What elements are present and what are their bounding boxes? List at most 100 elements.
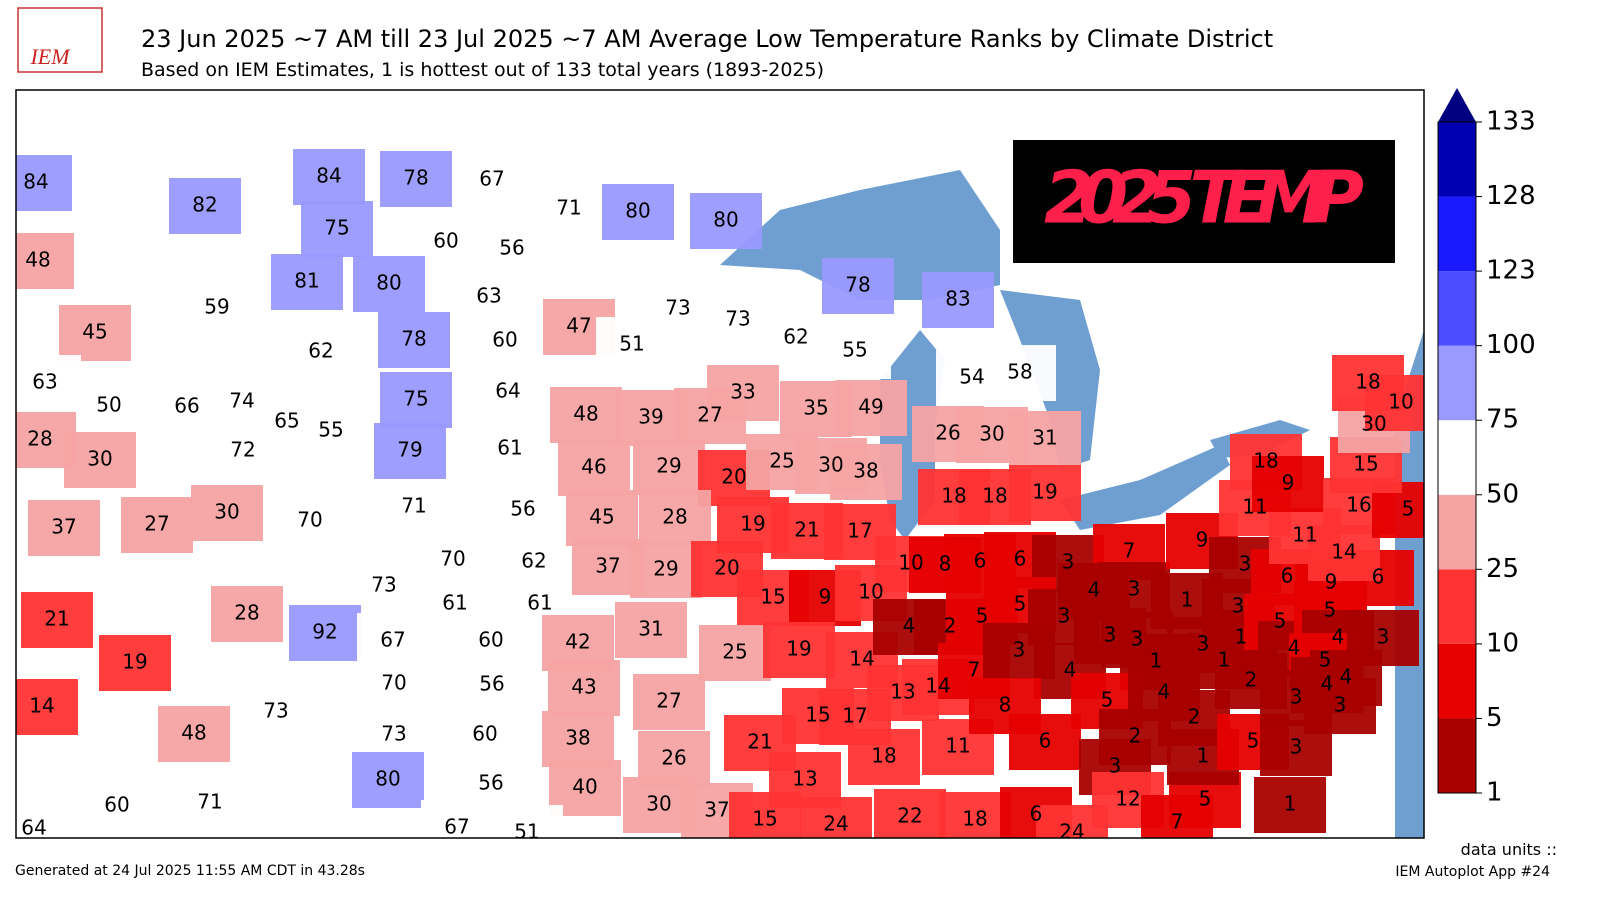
district-rank: 67: [380, 628, 405, 652]
district: [1141, 795, 1213, 838]
district-rank: 78: [845, 273, 870, 297]
district: [550, 387, 622, 443]
district-rank: 19: [1032, 480, 1057, 504]
map-frame: [15, 89, 1425, 839]
district: [819, 323, 891, 379]
district-rank: 15: [760, 585, 785, 609]
district-rank: 18: [1355, 370, 1380, 394]
district: [835, 380, 907, 436]
district-rank: 60: [104, 793, 129, 817]
subtitle: Based on IEM Estimates, 1 is hottest out…: [141, 59, 824, 81]
district-rank: 31: [1032, 426, 1057, 450]
district-rank: 5: [1014, 592, 1027, 616]
district-rank: 71: [197, 790, 222, 814]
district-rank: 19: [740, 512, 765, 536]
district-rank: 7: [1171, 810, 1184, 834]
district-rank: 13: [792, 767, 817, 791]
district-rank: 73: [371, 573, 396, 597]
district-rank: 58: [1007, 360, 1032, 384]
district-rank: 78: [403, 166, 428, 190]
district-rank: 61: [497, 436, 522, 460]
district: [1347, 610, 1419, 666]
district-rank: 84: [23, 170, 48, 194]
district-rank: 3: [1109, 754, 1122, 778]
logo-frame: [17, 7, 103, 73]
district-rank: 78: [401, 327, 426, 351]
district: [293, 149, 365, 205]
district-rank: 17: [847, 519, 872, 543]
district-rank: 18: [982, 484, 1007, 508]
district-rank: 21: [44, 607, 69, 631]
district-rank: 31: [638, 617, 663, 641]
district-rank: 21: [794, 518, 819, 542]
district-rank: 18: [962, 807, 987, 831]
lake-erie: [1060, 445, 1230, 530]
district: [121, 497, 193, 553]
district: [21, 592, 93, 648]
district-rank: 48: [25, 248, 50, 272]
district-rank: 2: [1129, 724, 1142, 748]
district: [922, 272, 994, 328]
colorbar-segment: [1438, 122, 1476, 197]
district-rank: 25: [722, 640, 747, 664]
colorbar-segment: [1438, 271, 1476, 346]
district-rank: 14: [849, 647, 874, 671]
district: [374, 423, 446, 479]
district-rank: 61: [442, 591, 467, 615]
district-rank: 15: [752, 807, 777, 831]
district: [456, 657, 528, 713]
colorbar-segment: [1438, 643, 1476, 719]
district-rank: 1: [1181, 588, 1194, 612]
district: [352, 752, 424, 808]
footer-app: IEM Autoplot App #24: [1395, 864, 1550, 880]
district: [763, 622, 835, 678]
district: [348, 558, 420, 614]
district-rank: 64: [21, 816, 46, 840]
district-rank: 56: [478, 771, 503, 795]
district-rank: 6: [1372, 565, 1385, 589]
district-rank: 6: [1030, 802, 1043, 826]
district: [1365, 375, 1424, 431]
district-rank: 79: [397, 438, 422, 462]
district-rank: 16: [1346, 493, 1371, 517]
district-rank: 3: [1239, 552, 1252, 576]
district-rank: 2: [944, 614, 957, 638]
district-rank: 30: [979, 422, 1004, 446]
district-rank: 40: [572, 775, 597, 799]
district: [487, 482, 559, 538]
district-rank: 18: [941, 484, 966, 508]
district-rank: 6: [974, 549, 987, 573]
district-rank: 80: [376, 271, 401, 295]
district: [558, 440, 630, 496]
district: [16, 355, 81, 411]
district-rank: 39: [638, 405, 663, 429]
district-rank: 45: [82, 320, 107, 344]
district: [181, 280, 253, 336]
colorbar-label: 128: [1486, 181, 1536, 211]
district-rank: 1: [1150, 649, 1163, 673]
district-rank: 67: [444, 815, 469, 839]
colorbar-frame: [1437, 121, 1477, 794]
district: [16, 155, 72, 211]
district-rank: 3: [1290, 735, 1303, 759]
district-rank: 5: [1402, 497, 1415, 521]
district-rank: 5: [1247, 729, 1260, 753]
district-rank: 62: [783, 325, 808, 349]
district-rank: 92: [312, 620, 337, 644]
district: [421, 800, 493, 838]
district-rank: 37: [51, 515, 76, 539]
district-rank: 6: [1014, 547, 1027, 571]
district: [274, 493, 346, 549]
district-rank: 4: [1340, 665, 1353, 689]
district-rank: 70: [440, 547, 465, 571]
district: [602, 184, 674, 240]
district-rank: 19: [786, 637, 811, 661]
district: [630, 542, 702, 598]
district: [73, 378, 145, 434]
district-rank: 3: [1104, 623, 1117, 647]
district-rank: 9: [1196, 528, 1209, 552]
district: [848, 729, 920, 785]
district-rank: 2: [1245, 668, 1258, 692]
district-rank: 15: [805, 703, 830, 727]
